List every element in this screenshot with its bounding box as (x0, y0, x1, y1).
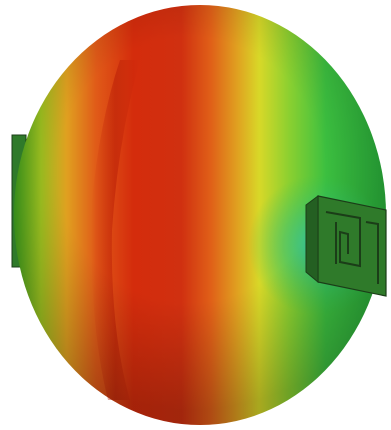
surface-shading (14, 5, 386, 425)
right-plate (305, 195, 387, 297)
